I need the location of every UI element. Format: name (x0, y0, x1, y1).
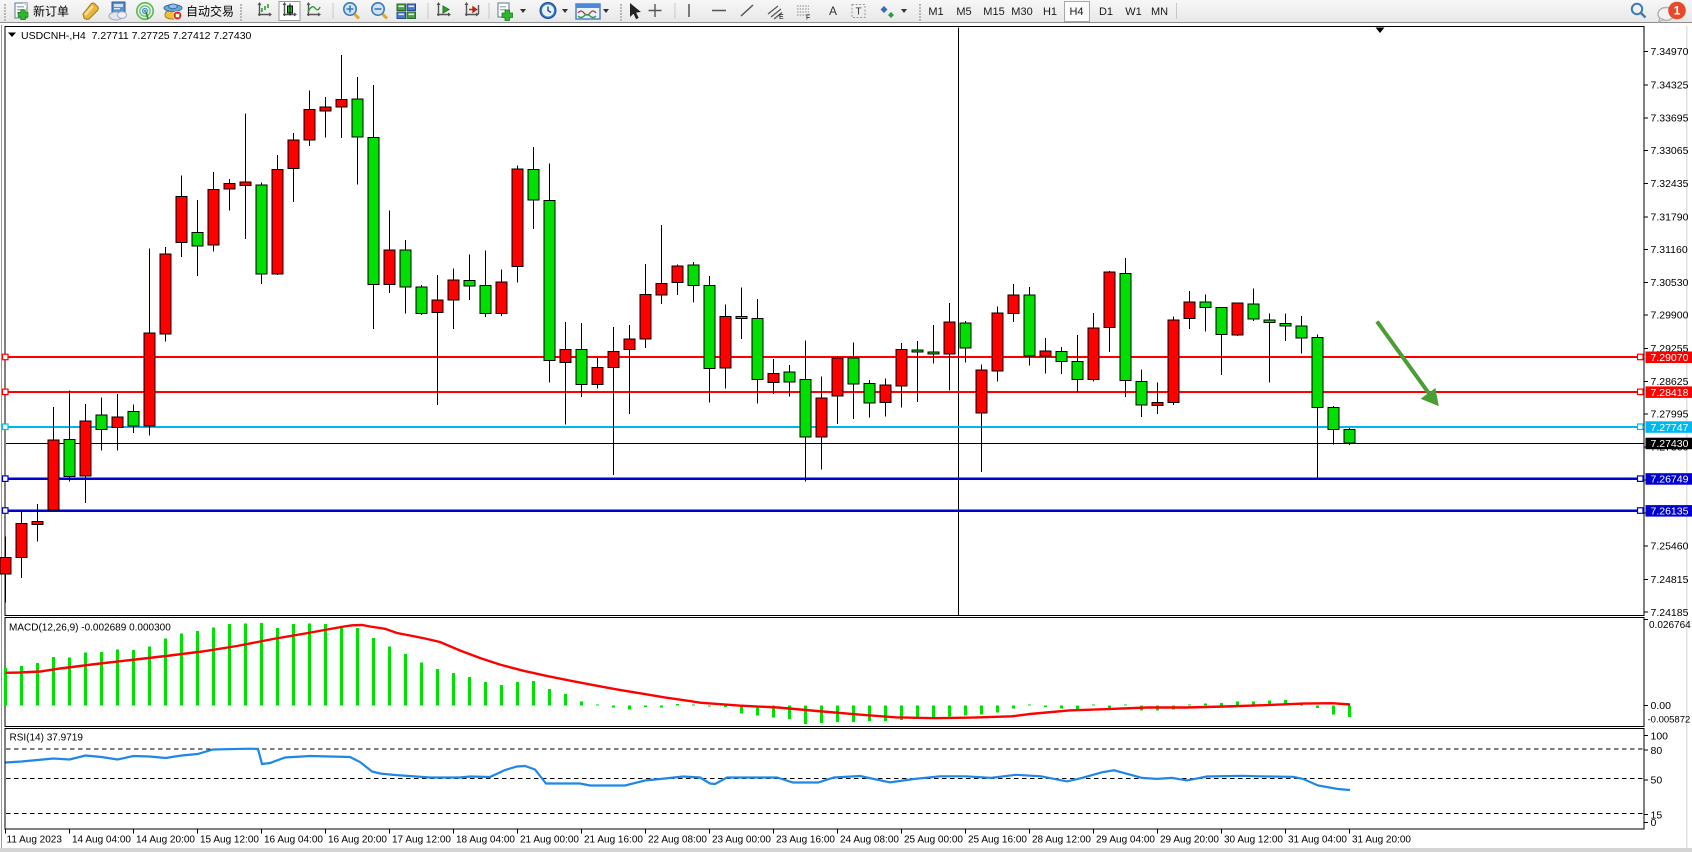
svg-text:MACD(12,26,9) -0.002689 0.0003: MACD(12,26,9) -0.002689 0.000300 (9, 623, 171, 634)
svg-text:21 Aug 00:00: 21 Aug 00:00 (520, 835, 579, 846)
svg-text:T: T (856, 7, 862, 18)
svg-text:7.34325: 7.34325 (1651, 80, 1689, 92)
svg-text:RSI(14) 37.9719: RSI(14) 37.9719 (10, 733, 84, 744)
svg-text:7.27430: 7.27430 (1651, 438, 1689, 450)
svg-text:7.30530: 7.30530 (1651, 277, 1689, 289)
svg-text:18 Aug 04:00: 18 Aug 04:00 (456, 835, 515, 846)
svg-text:7.25460: 7.25460 (1651, 541, 1689, 553)
svg-text:USDCNH-,H4 7.27711 7.27725 7.: USDCNH-,H4 7.27711 7.27725 7.27412 7.274… (21, 30, 252, 42)
svg-text:7.26749: 7.26749 (1651, 474, 1689, 486)
svg-text:M1: M1 (928, 6, 943, 18)
svg-text:16 Aug 20:00: 16 Aug 20:00 (328, 835, 387, 846)
svg-text:H4: H4 (1069, 6, 1083, 18)
svg-text:14 Aug 20:00: 14 Aug 20:00 (136, 835, 195, 846)
svg-text:29 Aug 20:00: 29 Aug 20:00 (1160, 835, 1219, 846)
svg-text:15 Aug 12:00: 15 Aug 12:00 (200, 835, 259, 846)
svg-text:1: 1 (1674, 4, 1681, 18)
svg-text:14 Aug 04:00: 14 Aug 04:00 (72, 835, 131, 846)
svg-text:7.26135: 7.26135 (1651, 506, 1689, 518)
svg-text:100: 100 (1651, 730, 1669, 742)
svg-text:E: E (779, 14, 784, 21)
svg-text:7.24815: 7.24815 (1651, 574, 1689, 586)
svg-text:31 Aug 20:00: 31 Aug 20:00 (1352, 835, 1411, 846)
svg-text:D1: D1 (1099, 6, 1113, 18)
svg-text:80: 80 (1651, 745, 1663, 757)
svg-text:16 Aug 04:00: 16 Aug 04:00 (264, 835, 323, 846)
svg-text:自动交易: 自动交易 (186, 4, 234, 19)
svg-text:A: A (829, 4, 837, 18)
svg-text:7.24185: 7.24185 (1651, 607, 1689, 619)
svg-text:M15: M15 (983, 6, 1004, 18)
svg-text:0.00: 0.00 (1651, 700, 1672, 712)
svg-text:7.33695: 7.33695 (1651, 112, 1689, 124)
svg-text:H1: H1 (1043, 6, 1057, 18)
svg-text:25 Aug 16:00: 25 Aug 16:00 (968, 835, 1027, 846)
svg-text:7.28418: 7.28418 (1651, 387, 1689, 399)
svg-text:7.29070: 7.29070 (1651, 352, 1689, 364)
svg-text:MN: MN (1151, 6, 1168, 18)
svg-text:29 Aug 04:00: 29 Aug 04:00 (1096, 835, 1155, 846)
svg-text:15: 15 (1651, 809, 1663, 821)
svg-text:7.31160: 7.31160 (1651, 244, 1688, 256)
svg-text:7.31790: 7.31790 (1651, 211, 1689, 223)
svg-text:23 Aug 00:00: 23 Aug 00:00 (712, 835, 771, 846)
svg-text:-0.005872: -0.005872 (1648, 714, 1691, 725)
svg-text:25 Aug 00:00: 25 Aug 00:00 (904, 835, 963, 846)
svg-text:31 Aug 04:00: 31 Aug 04:00 (1288, 835, 1347, 846)
svg-text:新订单: 新订单 (33, 4, 69, 19)
svg-text:23 Aug 16:00: 23 Aug 16:00 (776, 835, 835, 846)
svg-text:7.34970: 7.34970 (1651, 46, 1689, 58)
svg-text:7.27747: 7.27747 (1651, 422, 1689, 434)
svg-text:7.28625: 7.28625 (1651, 376, 1689, 388)
svg-text:11 Aug 2023: 11 Aug 2023 (7, 835, 63, 846)
svg-text:W1: W1 (1125, 6, 1142, 18)
svg-text:M5: M5 (956, 6, 971, 18)
svg-text:24 Aug 08:00: 24 Aug 08:00 (840, 835, 899, 846)
svg-text:7.29900: 7.29900 (1651, 310, 1689, 322)
svg-text:21 Aug 16:00: 21 Aug 16:00 (584, 835, 643, 846)
svg-text:M30: M30 (1011, 6, 1032, 18)
svg-text:30 Aug 12:00: 30 Aug 12:00 (1224, 835, 1283, 846)
svg-text:7.33065: 7.33065 (1651, 145, 1689, 157)
svg-text:17 Aug 12:00: 17 Aug 12:00 (392, 835, 451, 846)
svg-text:28 Aug 12:00: 28 Aug 12:00 (1032, 835, 1091, 846)
svg-text:7.27995: 7.27995 (1651, 409, 1689, 421)
svg-text:50: 50 (1651, 775, 1663, 787)
svg-text:0.026764: 0.026764 (1649, 620, 1691, 631)
svg-text:0: 0 (1651, 817, 1657, 829)
svg-text:7.32435: 7.32435 (1651, 178, 1689, 190)
svg-text:22 Aug 08:00: 22 Aug 08:00 (648, 835, 707, 846)
svg-text:F: F (806, 15, 810, 22)
